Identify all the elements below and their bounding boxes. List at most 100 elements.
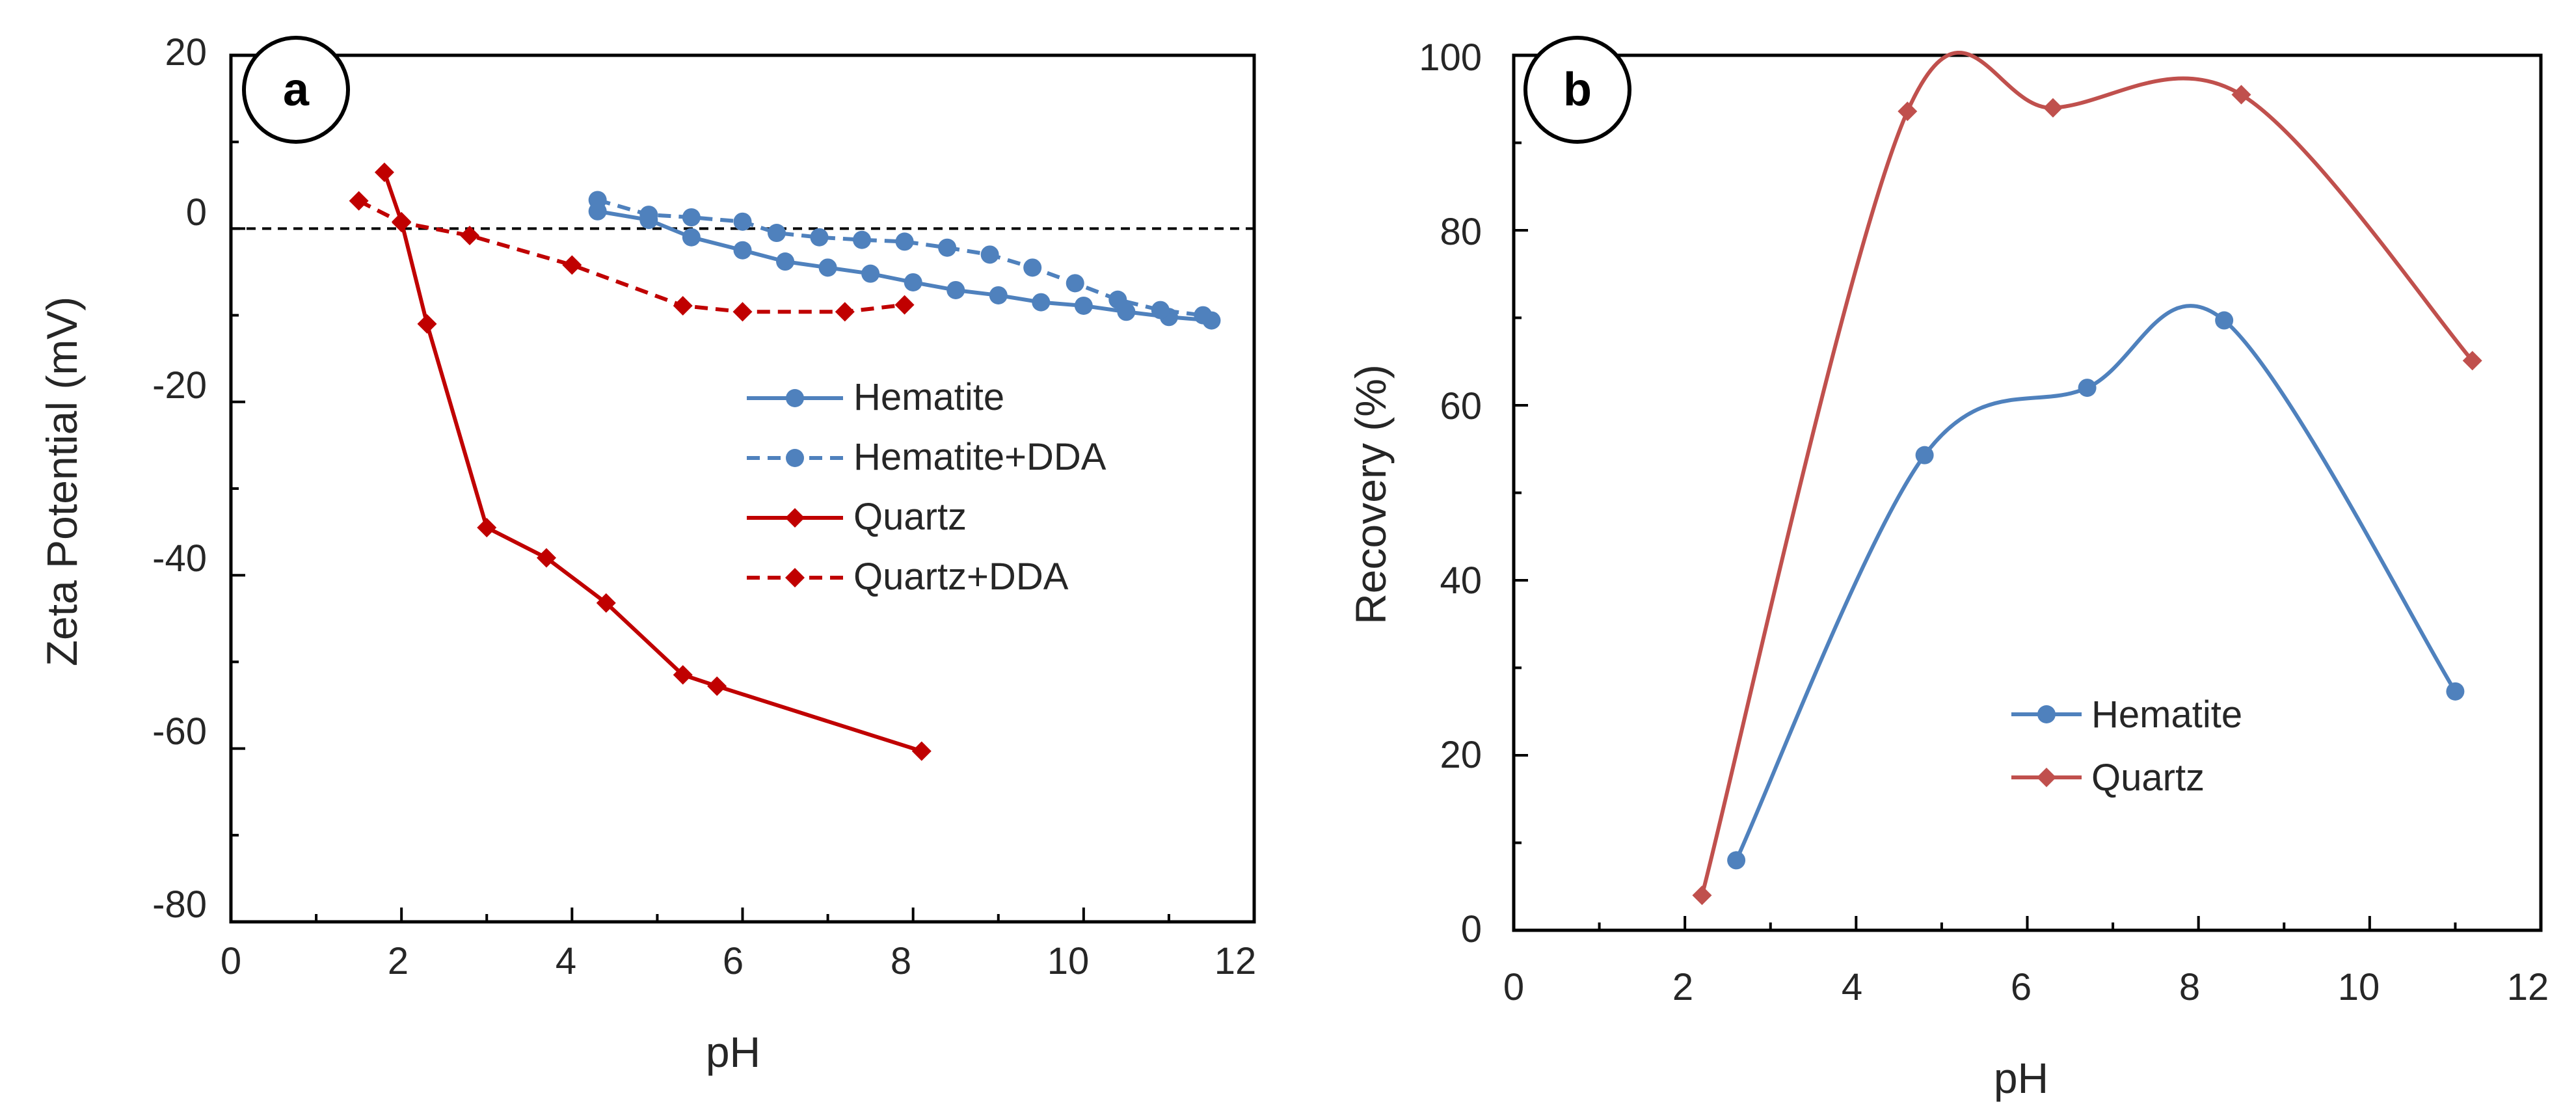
panel-a-xtick-label: 0 [221, 940, 241, 982]
data-point-hematite [682, 228, 701, 247]
legend-marker-hematite [2037, 705, 2056, 723]
panel-a-ytick-label: -40 [152, 537, 207, 580]
panel-b-ytick-label: 40 [1440, 559, 1482, 602]
data-point-quartz-dda [835, 302, 855, 322]
legend-marker-quartz [785, 508, 805, 528]
panel-a-series-hematite-dda [588, 191, 1213, 325]
panel-b-xtick-label: 10 [2338, 966, 2380, 1008]
data-point-hematite [946, 280, 965, 299]
series-line-hematite-dda [597, 198, 1203, 317]
data-point-quartz [1898, 101, 1918, 122]
panel-a-plot-area [229, 53, 1256, 924]
data-point-hematite-dda [980, 245, 999, 264]
data-point-quartz-dda [349, 191, 369, 211]
panel-a-x-axis-title: pH [706, 1028, 760, 1076]
panel-b-legend: Hematite Quartz [2091, 693, 2242, 799]
data-point-quartz-dda [562, 255, 582, 275]
legend-label-hematite-dda: Hematite+DDA [853, 436, 1107, 478]
panel-b-x-axis-title: pH [1994, 1054, 2048, 1102]
series-line-quartz [382, 171, 922, 753]
data-point-hematite [2446, 682, 2465, 701]
data-point-hematite-dda [1108, 290, 1127, 309]
panel-b-series-hematite [1727, 304, 2465, 870]
data-point-hematite-dda [938, 238, 957, 257]
panel-b-ytick-label: 100 [1419, 36, 1482, 79]
data-point-hematite [989, 286, 1008, 304]
data-point-hematite-dda [1151, 301, 1170, 319]
data-point-hematite-dda [1023, 258, 1042, 277]
data-point-hematite [1915, 446, 1934, 464]
data-point-hematite-dda [895, 232, 914, 251]
data-point-hematite [776, 252, 795, 271]
data-point-quartz [2462, 351, 2482, 371]
data-point-hematite-dda [588, 191, 607, 209]
data-point-quartz [374, 162, 394, 182]
data-point-hematite [1074, 296, 1093, 315]
panel-b-ytick-label: 20 [1440, 734, 1482, 776]
data-point-hematite-dda [767, 224, 786, 243]
data-point-hematite-dda [853, 230, 872, 249]
data-point-hematite [1727, 851, 1746, 870]
panel-b-y-axis-title: Recovery (%) [1347, 364, 1395, 625]
panel-a-frame [229, 53, 1256, 924]
panel-b-xtick-label: 6 [2011, 966, 2032, 1008]
panel-b-series-quartz [1692, 51, 2482, 906]
panel-a-ytick-label: 20 [165, 31, 207, 74]
panel-b-badge: b [1523, 36, 1631, 144]
panel-b-ytick-labels: 0 20 40 60 80 100 [1419, 36, 1482, 950]
data-point-quartz [673, 665, 693, 685]
panel-b-legend-samples [2011, 705, 2082, 787]
panel-a-badge-circle [242, 36, 350, 144]
data-point-hematite-dda [810, 228, 829, 247]
panel-b-ytick-label: 60 [1440, 385, 1482, 427]
panel-b-xtick-label: 12 [2507, 966, 2549, 1008]
panel-a-y-axis-title: Zeta Potential (mV) [38, 297, 86, 667]
legend-label-quartz-dda: Quartz+DDA [853, 556, 1069, 598]
panel-b-xtick-label: 0 [1503, 966, 1524, 1008]
data-point-quartz [537, 548, 557, 568]
panel-b-xtick-label: 8 [2179, 966, 2200, 1008]
data-point-hematite [861, 264, 880, 283]
panel-a-badge: a [242, 36, 350, 144]
panel-b-xtick-label: 2 [1672, 966, 1693, 1008]
panel-a-ytick-labels: -80 -60 -40 -20 0 20 [152, 31, 207, 926]
data-point-hematite [733, 241, 752, 260]
panel-b-badge-circle [1523, 36, 1631, 144]
legend-marker-hematite [786, 389, 804, 407]
legend-label-b-quartz: Quartz [2091, 757, 2205, 799]
data-point-hematite [2078, 379, 2097, 397]
data-point-hematite-dda [639, 206, 658, 224]
data-point-quartz [477, 517, 497, 537]
data-point-hematite-dda [733, 212, 752, 231]
data-point-hematite [904, 273, 922, 291]
data-point-hematite-dda [1066, 274, 1084, 293]
panel-a: -80 -60 -40 -20 0 20 0 2 4 6 8 10 12 pH … [38, 31, 1256, 1076]
panel-a-xtick-label: 4 [556, 940, 576, 982]
data-point-quartz [2043, 98, 2063, 118]
data-point-quartz-dda [732, 302, 753, 322]
data-point-hematite [2215, 311, 2234, 330]
panel-a-ytick-label: -20 [152, 364, 207, 407]
data-point-quartz [596, 593, 616, 613]
legend-label-b-hematite: Hematite [2091, 693, 2242, 736]
data-point-quartz [911, 741, 932, 761]
panel-a-ytick-label: -80 [152, 883, 207, 926]
panel-b-xtick-labels: 0 2 4 6 8 10 12 [1503, 966, 2549, 1008]
panel-a-xtick-label: 8 [891, 940, 911, 982]
data-point-quartz-dda [673, 295, 693, 316]
panel-a-badge-letter: a [283, 64, 310, 116]
data-point-quartz [1692, 885, 1712, 906]
legend-marker-quartz-dda [785, 568, 805, 587]
panel-a-xtick-label: 12 [1214, 940, 1257, 982]
panel-a-series-hematite [588, 202, 1221, 330]
series-line-quartz [1700, 51, 2474, 896]
data-point-quartz-dda [894, 295, 915, 315]
panel-b-badge-letter: b [1563, 64, 1592, 116]
data-point-quartz [417, 314, 437, 334]
panel-a-series-quartz-dda [349, 191, 915, 322]
series-line-quartz-dda [358, 199, 905, 314]
panel-a-xtick-label: 6 [723, 940, 744, 982]
data-point-hematite [1032, 293, 1051, 312]
panel-b-ytick-label: 0 [1461, 908, 1482, 950]
